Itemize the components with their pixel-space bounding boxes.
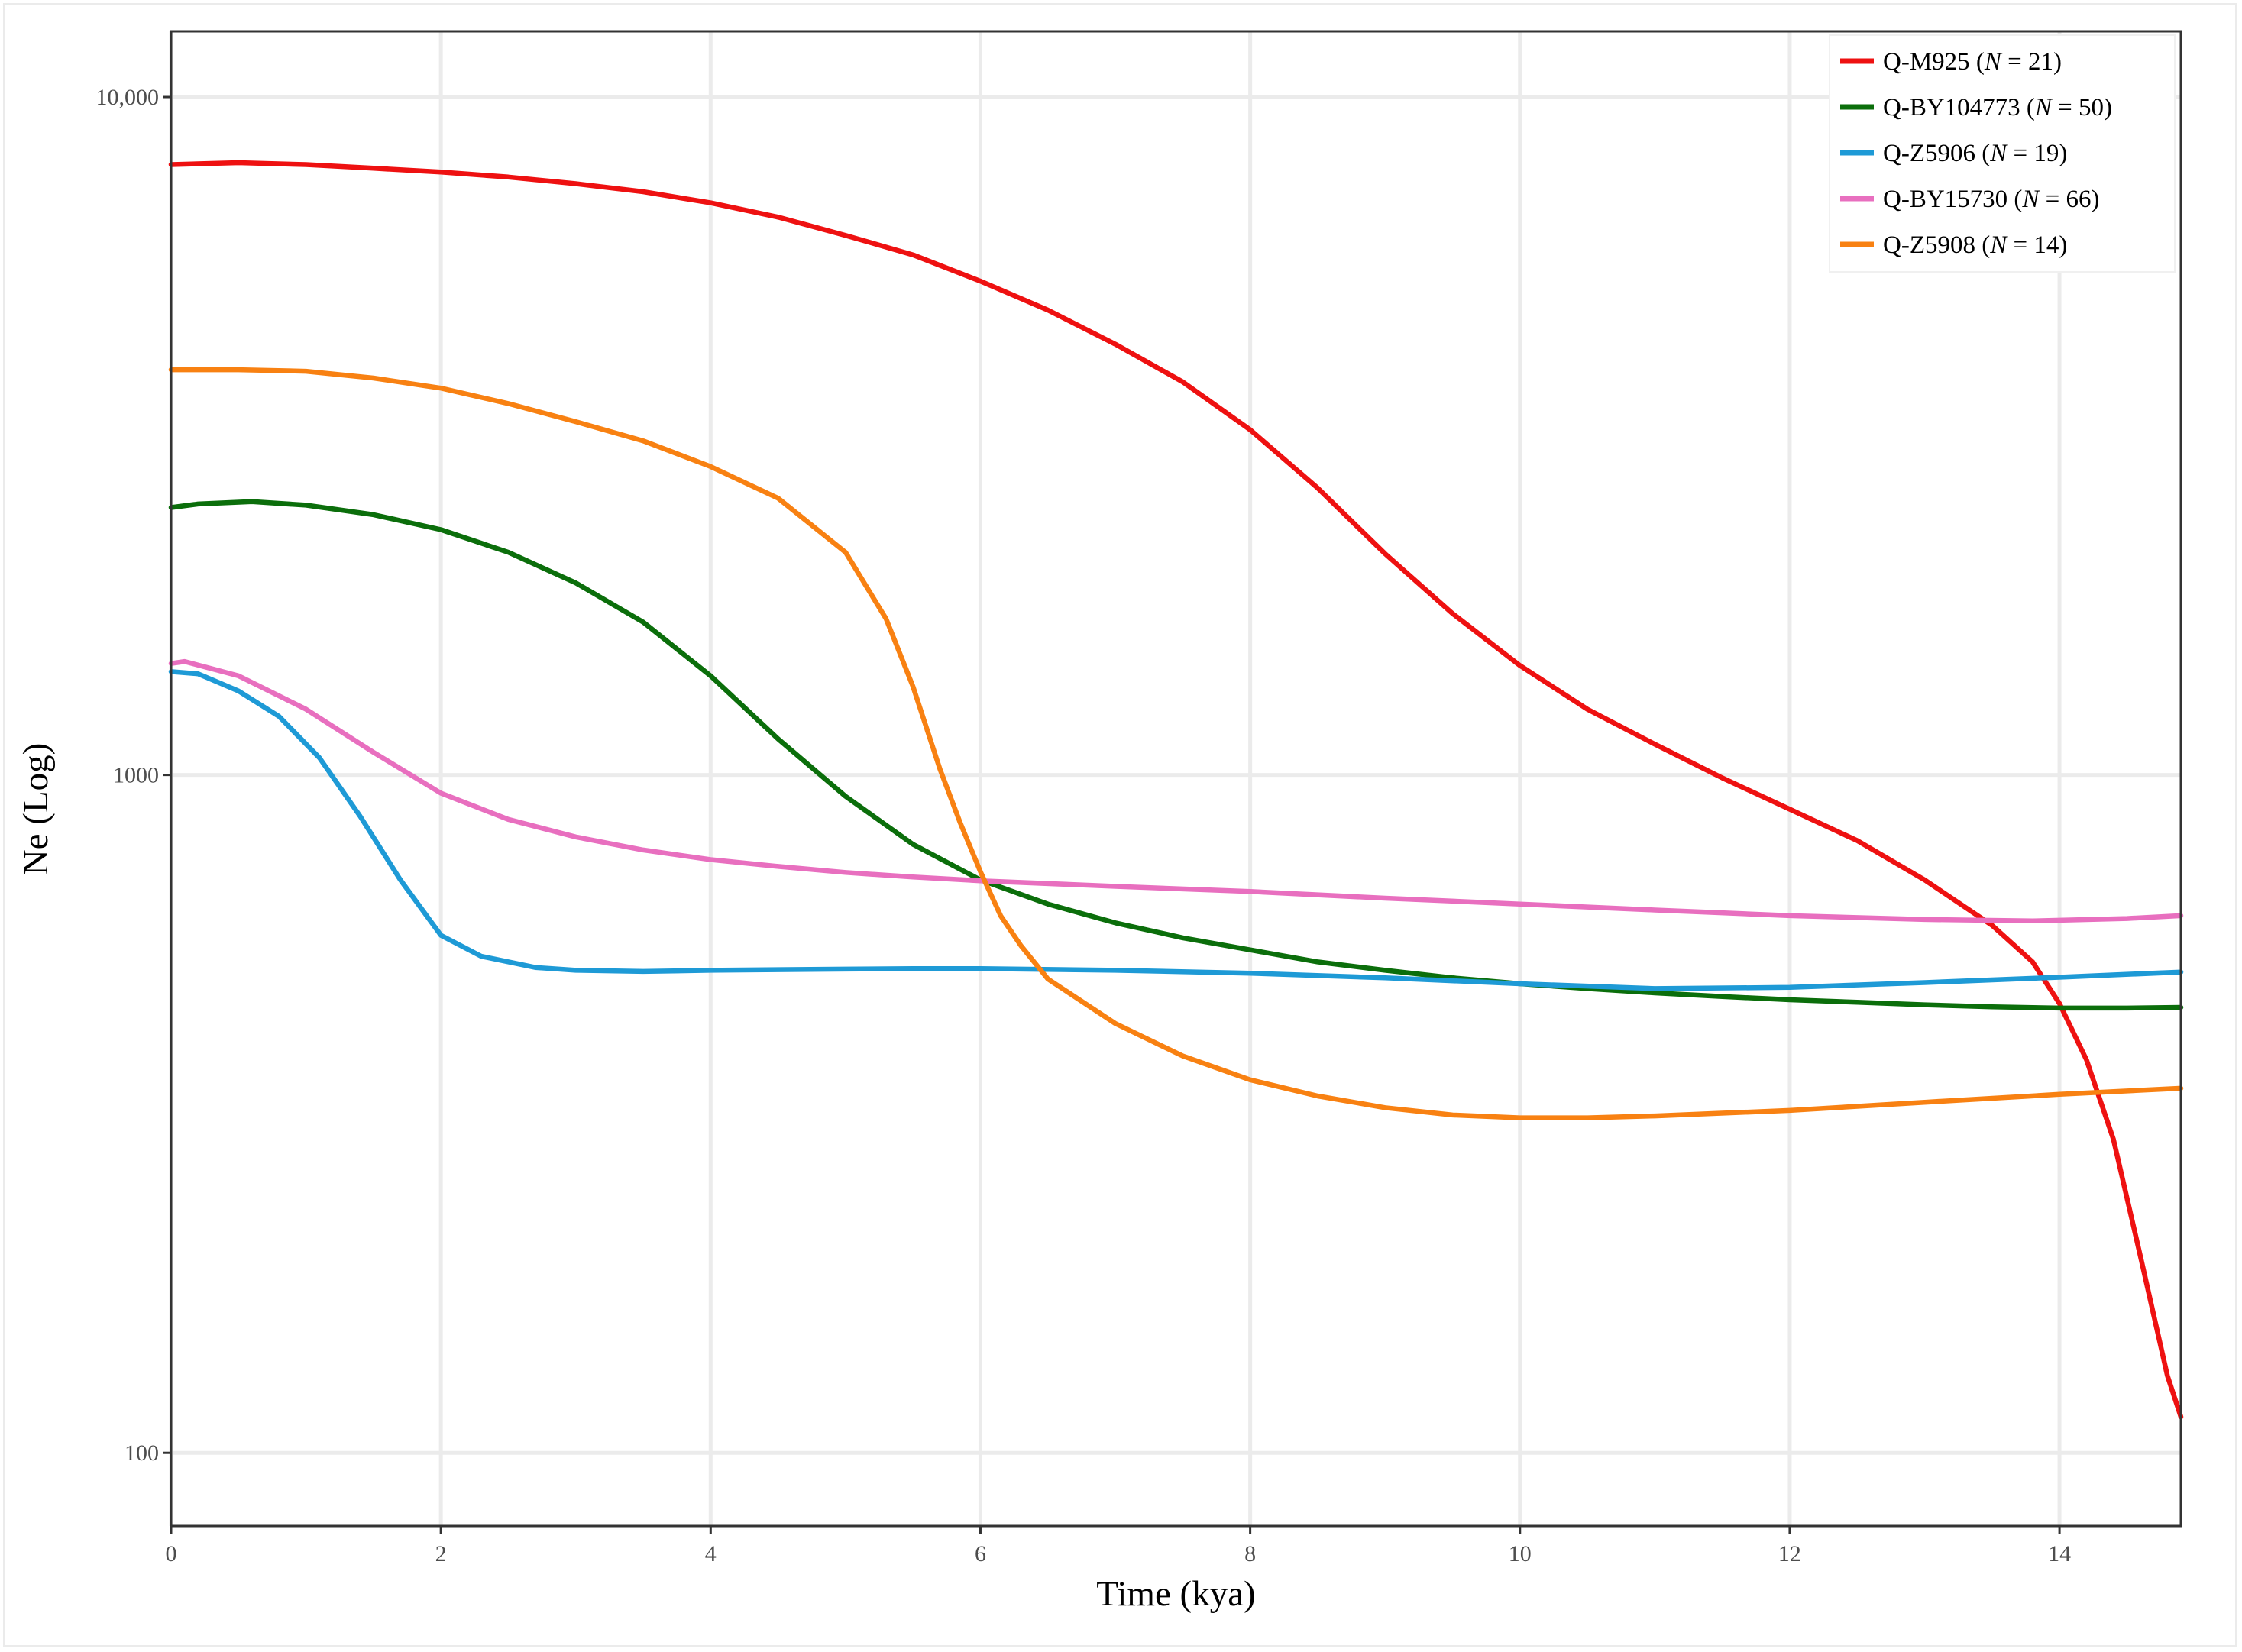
x-tick-label: 0	[166, 1541, 177, 1566]
series-line	[168, 658, 2184, 924]
legend-label-part: N	[1989, 231, 2008, 259]
legend-entry-label: Q-BY104773 (N = 50)	[1883, 94, 2112, 121]
series-lines	[168, 160, 2184, 1420]
legend-entry-label: Q-BY15730 (N = 66)	[1883, 186, 2100, 213]
x-tick-label: 2	[435, 1541, 447, 1566]
legend-label-part: N	[1984, 48, 2003, 76]
legend-box	[1829, 34, 2176, 273]
plot-panel-border	[170, 30, 2182, 1528]
x-tick-label: 14	[2048, 1541, 2071, 1566]
series-line	[168, 160, 2184, 1420]
y-tick-label: 100	[125, 1440, 159, 1466]
legend-label-part: = 66)	[2039, 186, 2099, 213]
y-tick-label: 10,000	[96, 85, 160, 110]
legend-entry-label: Q-Z5908 (N = 14)	[1883, 231, 2067, 259]
legend-label-part: Q-BY104773 (	[1883, 94, 2035, 121]
legend-label-part: = 14)	[2007, 231, 2067, 259]
x-axis: 0 2 4 6 8 10 12 14	[166, 1526, 2071, 1566]
y-axis: 100 1000 10,000	[96, 85, 171, 1466]
series-line	[168, 669, 2184, 991]
x-tick-label: 8	[1244, 1541, 1256, 1566]
legend-label-part: Q-Z5906 (	[1883, 140, 1990, 167]
legend-label-part: Q-M925 (	[1883, 48, 1985, 76]
x-axis-title: Time (kya)	[1096, 1574, 1255, 1614]
legend-label-part: Q-Z5908 (	[1883, 231, 1990, 259]
x-tick-label: 4	[705, 1541, 717, 1566]
series-line	[168, 499, 2184, 1011]
chart-frame	[3, 3, 2237, 1647]
legend-label-part: Q-BY15730 (	[1883, 186, 2022, 213]
x-tick-label: 10	[1509, 1541, 1532, 1566]
legend-label-part: N	[2034, 94, 2053, 121]
legend-label-part: N	[2021, 186, 2040, 213]
y-axis-title: Ne (Log)	[16, 743, 56, 876]
legend-entry-label: Q-M925 (N = 21)	[1883, 48, 2062, 76]
legend-label-part: = 50)	[2052, 94, 2112, 121]
series-line	[168, 367, 2184, 1120]
legend-label-part: N	[1989, 140, 2008, 167]
legend: Q-M925 (N = 21)Q-BY104773 (N = 50)Q-Z590…	[1829, 34, 2176, 273]
y-tick-label: 1000	[113, 763, 159, 788]
legend-label-part: = 21)	[2001, 48, 2062, 76]
legend-label-part: = 19)	[2007, 140, 2067, 167]
x-tick-label: 12	[1778, 1541, 1801, 1566]
legend-entry-label: Q-Z5906 (N = 19)	[1883, 140, 2067, 167]
x-tick-label: 6	[975, 1541, 986, 1566]
